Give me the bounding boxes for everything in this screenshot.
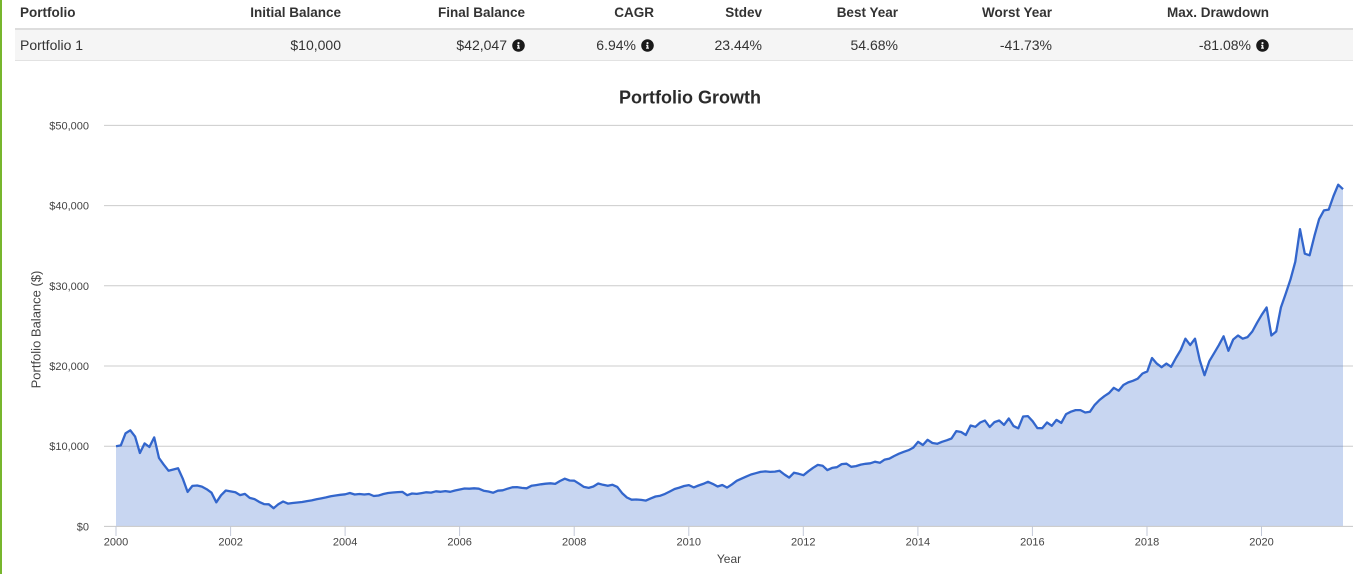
svg-text:$20,000: $20,000 — [49, 361, 89, 373]
svg-text:$10,000: $10,000 — [49, 441, 89, 453]
svg-text:2000: 2000 — [104, 537, 128, 549]
svg-text:2010: 2010 — [677, 537, 701, 549]
svg-text:Portfolio Balance ($): Portfolio Balance ($) — [29, 271, 44, 389]
svg-text:$30,000: $30,000 — [49, 281, 89, 293]
svg-text:2020: 2020 — [1249, 537, 1273, 549]
svg-text:2004: 2004 — [333, 537, 357, 549]
svg-text:Portfolio Growth: Portfolio Growth — [619, 88, 761, 108]
svg-text:2002: 2002 — [218, 537, 242, 549]
svg-text:$0: $0 — [77, 521, 89, 533]
svg-text:2006: 2006 — [447, 537, 471, 549]
svg-text:2012: 2012 — [791, 537, 815, 549]
svg-text:$50,000: $50,000 — [49, 120, 89, 132]
svg-text:2014: 2014 — [906, 537, 930, 549]
svg-text:2008: 2008 — [562, 537, 586, 549]
svg-text:2016: 2016 — [1020, 537, 1044, 549]
svg-text:$40,000: $40,000 — [49, 201, 89, 213]
svg-text:Year: Year — [717, 552, 741, 566]
svg-text:2018: 2018 — [1135, 537, 1159, 549]
